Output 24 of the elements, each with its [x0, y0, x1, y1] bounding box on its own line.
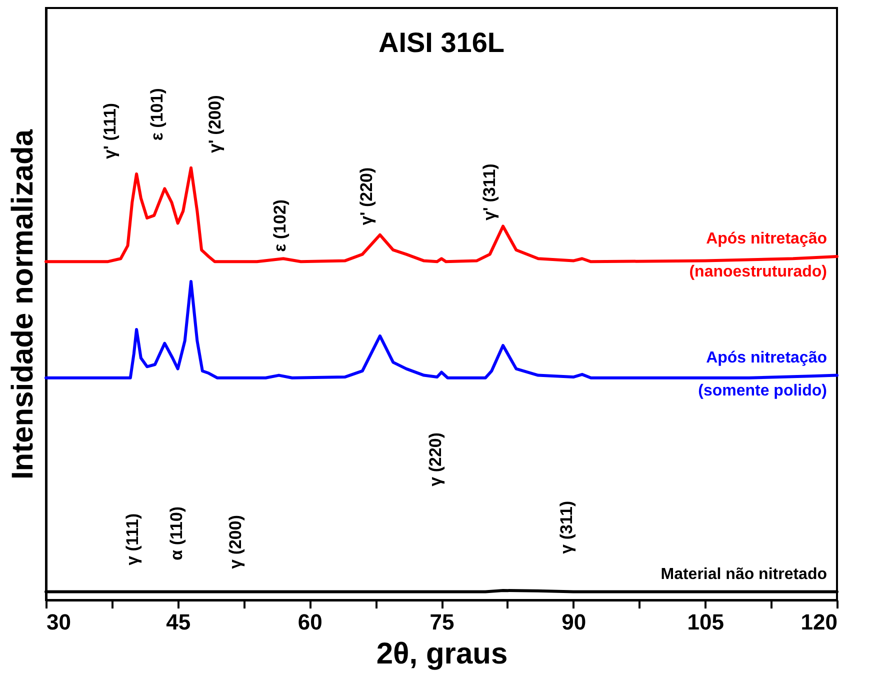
annotation: ε (102): [270, 199, 290, 252]
x-tick-label: 90: [562, 610, 586, 634]
x-tick-label: 45: [166, 610, 191, 634]
x-axis-title: 2θ, graus: [376, 638, 508, 670]
x-tick-label: 30: [46, 610, 71, 634]
text: ε (101): [148, 88, 167, 141]
text: γ' (200): [206, 95, 225, 154]
x-tick-label: 60: [298, 610, 322, 634]
annotation: γ (200): [226, 514, 245, 569]
x-tick-label: 105: [687, 610, 724, 634]
y-axis-title: Intensidade normalizada: [6, 129, 40, 480]
annotation: γ' (220): [356, 167, 376, 226]
series-label: Após nitretação (somente polido): [698, 349, 828, 400]
series-label: Após nitretação (nanoestruturado): [689, 230, 828, 280]
series-label: Material não nitretado: [660, 566, 828, 583]
annotation: γ (220): [426, 432, 446, 486]
annotation: α (110): [166, 506, 186, 560]
annotation: γ (111): [123, 513, 142, 566]
chart-title: AISI 316L: [378, 27, 505, 58]
x-tick-label: 75: [430, 610, 454, 634]
text: γ' (111): [100, 102, 120, 159]
annotation: γ (311): [557, 500, 576, 554]
annotation: γ' (311): [480, 164, 499, 221]
x-tick-label: 120: [800, 610, 838, 634]
